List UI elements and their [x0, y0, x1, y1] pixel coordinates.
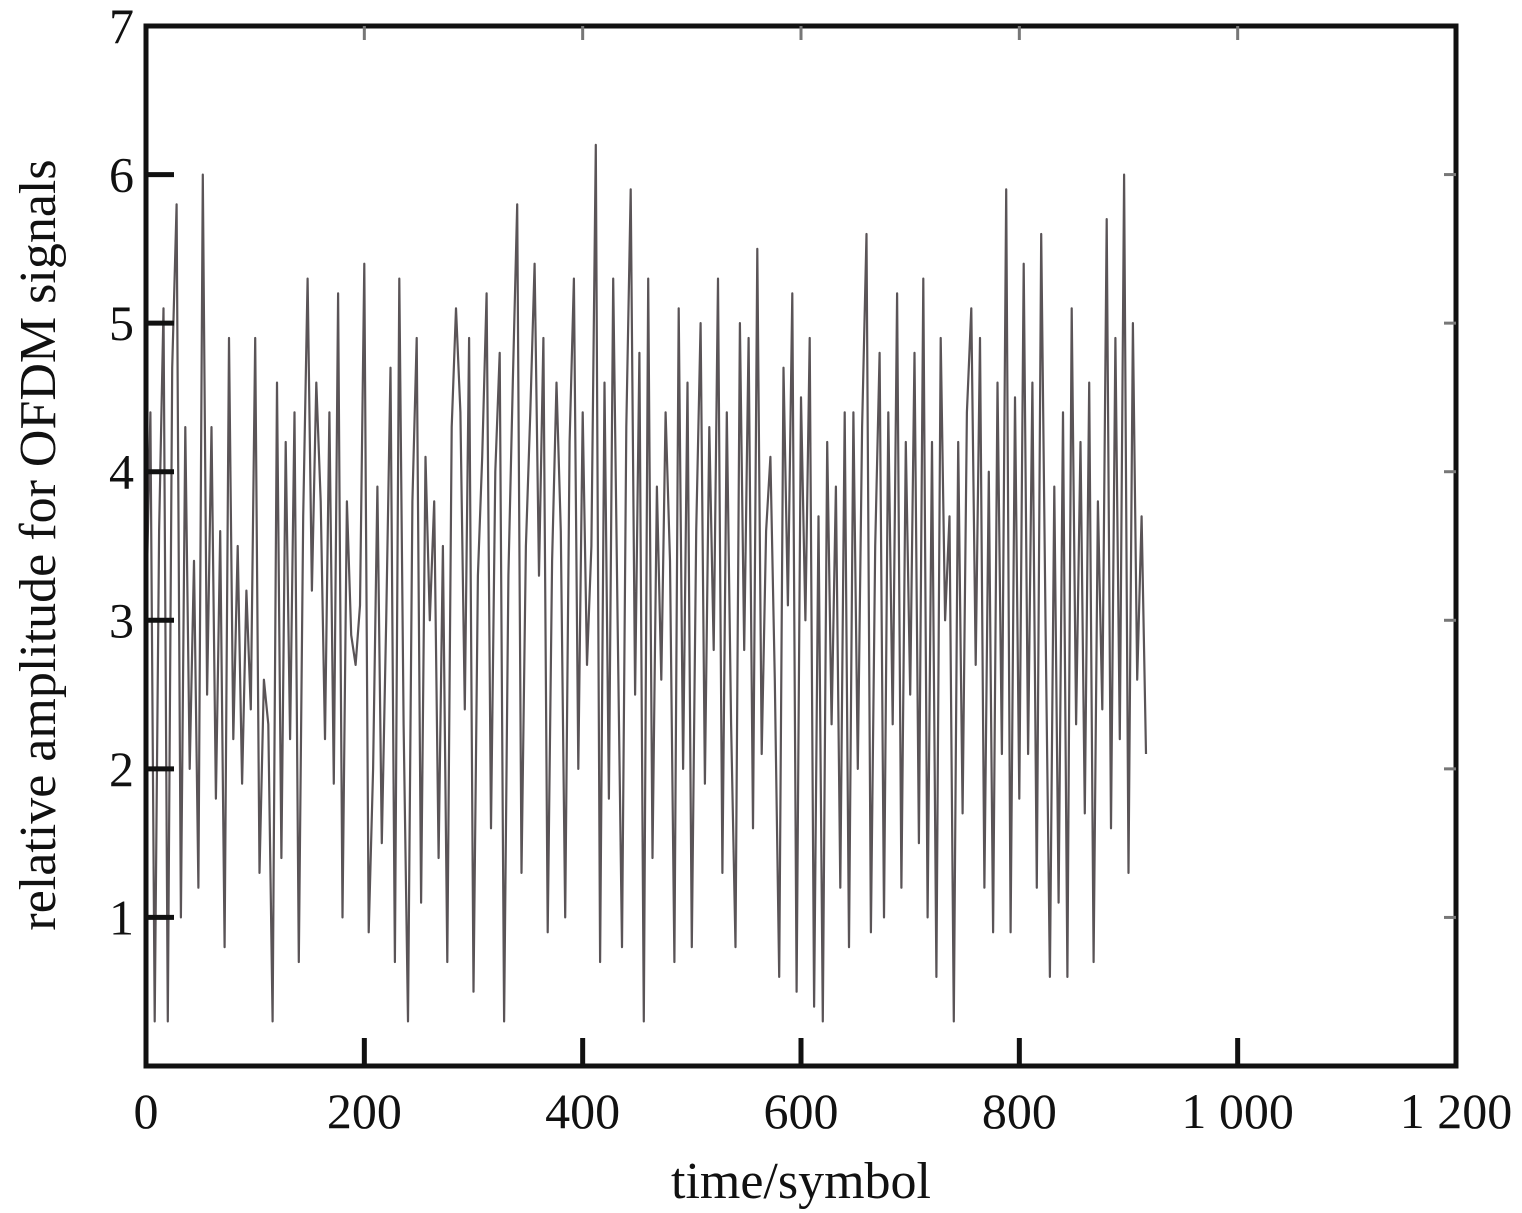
y-tick-label: 3	[109, 592, 134, 648]
y-tick-label: 7	[109, 0, 134, 54]
y-tick-label: 1	[109, 889, 134, 945]
y-axis-title: relative amplitude for OFDM signals	[10, 159, 67, 930]
x-tick-label: 400	[545, 1083, 620, 1139]
x-axis-ticks: 0 200 400 600 800 1 000 1 200	[134, 26, 1513, 1139]
y-axis-ticks: 1 2 3 4 5 6 7	[109, 0, 1456, 945]
y-tick-label: 5	[109, 295, 134, 351]
y-tick-label: 2	[109, 741, 134, 797]
x-tick-label: 200	[327, 1083, 402, 1139]
x-tick-label: 800	[982, 1083, 1057, 1139]
x-tick-label: 1 200	[1400, 1083, 1513, 1139]
x-axis-title: time/symbol	[671, 1153, 931, 1210]
x-tick-label: 1 000	[1181, 1083, 1294, 1139]
series-line	[146, 143, 1148, 1023]
y-tick-label: 6	[109, 147, 134, 203]
x-tick-label: 600	[764, 1083, 839, 1139]
x-tick-label: 0	[134, 1083, 159, 1139]
y-tick-label: 4	[109, 444, 134, 500]
